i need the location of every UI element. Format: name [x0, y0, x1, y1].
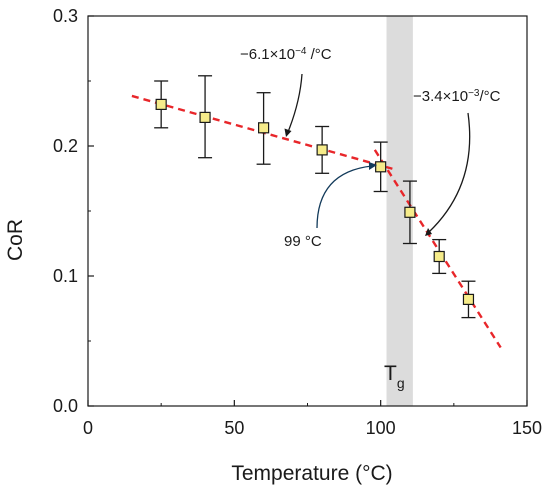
marker-0 — [155, 98, 167, 111]
fit-line-1 — [373, 149, 502, 349]
data-point-0 — [154, 80, 169, 129]
x-axis-title: Temperature (°C) — [231, 462, 392, 485]
annotation-slope-2-arrow — [428, 112, 471, 233]
y-tick-label-0: 0.0 — [53, 396, 78, 416]
y-tick-label-1: 0.1 — [53, 266, 78, 286]
y-tick-label-3: 0.3 — [53, 6, 78, 26]
annotation-slope-2: −3.4×10−3/°C — [413, 88, 501, 106]
data-point-4 — [373, 141, 388, 193]
data-point-6 — [432, 238, 447, 275]
annotation-slope-2-unit: /°C — [479, 88, 500, 105]
annotation-slope-1-exp: −4 — [295, 46, 307, 57]
annotation-tg-value-arrow — [316, 165, 373, 229]
data-point-7 — [461, 280, 476, 319]
tg-label-sub: g — [397, 375, 405, 391]
x-tick-label-1: 50 — [224, 418, 244, 438]
y-axis: 0.0 0.1 0.2 0.3 — [53, 6, 94, 416]
data-point-3 — [315, 125, 330, 174]
plot-frame — [87, 15, 528, 407]
annotation-tg-value: 99 °C — [284, 233, 322, 250]
annotation-tg-value-arrowhead — [369, 162, 377, 170]
annotation-slope-1-arrowhead — [284, 128, 292, 137]
annotation-slope-1-main: −6.1×10 — [240, 46, 295, 63]
data-point-1 — [198, 75, 213, 159]
annotation-slope-2-arrowhead — [425, 228, 432, 236]
marker-3 — [316, 144, 328, 156]
annotation-slope-1-arrow — [287, 73, 303, 133]
marker-5 — [404, 206, 416, 218]
annotation-slope-1-unit: /°C — [306, 46, 331, 63]
x-tick-label-0: 0 — [83, 418, 93, 438]
data-points — [154, 75, 476, 319]
data-point-2 — [256, 92, 271, 165]
annotation-slope-2-main: −3.4×10 — [413, 88, 468, 105]
marker-6 — [433, 250, 445, 263]
x-axis: 0 50 100 150 — [83, 400, 542, 438]
x-tick-label-2: 100 — [366, 418, 396, 438]
y-axis-title: CoR — [4, 219, 27, 261]
data-point-5 — [402, 180, 417, 245]
fit-lines — [131, 94, 502, 349]
marker-7 — [462, 293, 475, 305]
annotation-slope-2-exp: −3 — [468, 88, 480, 99]
y-tick-label-2: 0.2 — [53, 136, 78, 156]
annotations: −6.1×10−4 /°C −3.4×10−3/°C 99 °C Tg — [240, 46, 501, 392]
tg-label: Tg — [384, 362, 405, 391]
x-tick-label-3: 150 — [512, 418, 542, 438]
marker-4 — [375, 161, 387, 173]
tg-label-main: T — [384, 362, 397, 385]
annotation-slope-1: −6.1×10−4 /°C — [240, 46, 332, 64]
marker-1 — [199, 111, 211, 124]
marker-2 — [258, 122, 270, 134]
